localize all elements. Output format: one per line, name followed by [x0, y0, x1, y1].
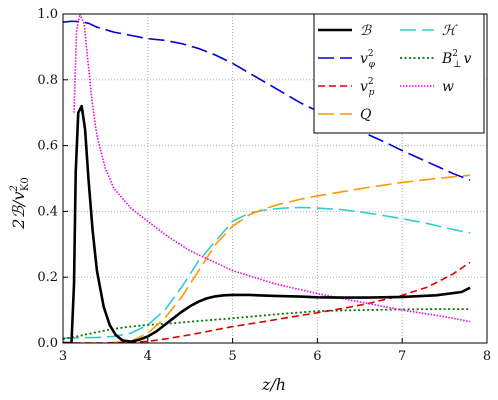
legend-label-base: v	[360, 51, 368, 67]
ticks-layer: 3 4 5 6 7 8 0.0 0.2 0.4 0.6 0.8 1.0	[37, 7, 491, 364]
x-tick-label: 4	[144, 349, 152, 364]
legend-label-sub: ⊥	[453, 60, 461, 70]
legend: ℬ ℋv2 φ B2 ⊥ vv2 p wQ	[313, 13, 485, 134]
series-line-4	[63, 206, 471, 339]
legend-items: ℬ ℋv2 φ B2 ⊥ vv2 p wQ	[318, 23, 472, 123]
x-tick-label: 7	[398, 349, 406, 364]
y-tick-label: 0.2	[37, 270, 58, 285]
series-line-2	[63, 261, 471, 343]
legend-box	[313, 13, 485, 134]
series-line-3	[63, 174, 471, 343]
legend-label-base: ℋ	[442, 23, 458, 39]
x-tick-label: 8	[483, 349, 491, 364]
legend-label-base: ℬ	[360, 23, 372, 39]
legend-label-sup: 2	[368, 77, 374, 87]
legend-label: w	[442, 79, 454, 95]
plot-frame	[62, 13, 488, 344]
y-axis-label-main: 2ℬ/v	[9, 192, 28, 230]
series-line-1	[63, 20, 471, 181]
legend-label-sub: φ	[369, 60, 376, 70]
legend-label: ℬ	[360, 23, 372, 39]
legend-label-sub: p	[369, 88, 375, 98]
legend-label-sup: 2	[368, 49, 374, 59]
legend-label: B2 ⊥ v	[441, 49, 472, 70]
legend-label-tail: v	[464, 51, 472, 67]
legend-label: v2 φ	[360, 49, 376, 70]
x-tick-label: 6	[313, 349, 321, 364]
legend-label: Q	[360, 107, 372, 123]
series-line-5	[63, 308, 471, 340]
x-axis-label: z/h	[261, 375, 286, 394]
series-layer	[63, 14, 471, 343]
legend-label-base: Q	[360, 107, 372, 123]
x-tick-label: 5	[228, 349, 236, 364]
y-axis-label-sup: 2	[9, 185, 20, 192]
y-tick-label: 0.8	[37, 73, 58, 88]
legend-label-base: B	[441, 51, 452, 67]
legend-label: v2 p	[360, 77, 375, 98]
legend-label-base: v	[360, 79, 368, 95]
legend-label: ℋ	[442, 23, 458, 39]
legend-label-base: w	[442, 79, 454, 95]
legend-label-sup: 2	[452, 49, 458, 59]
x-tick-label: 3	[59, 349, 67, 364]
y-axis-label: 2ℬ/v2K0	[9, 177, 31, 229]
series-line-0	[63, 104, 471, 343]
y-tick-label: 1.0	[37, 7, 58, 22]
y-axis-label-sub: K0	[20, 177, 31, 191]
y-tick-label: 0.4	[37, 204, 58, 219]
y-tick-label: 0.6	[37, 139, 58, 154]
y-tick-label: 0.0	[37, 336, 58, 351]
